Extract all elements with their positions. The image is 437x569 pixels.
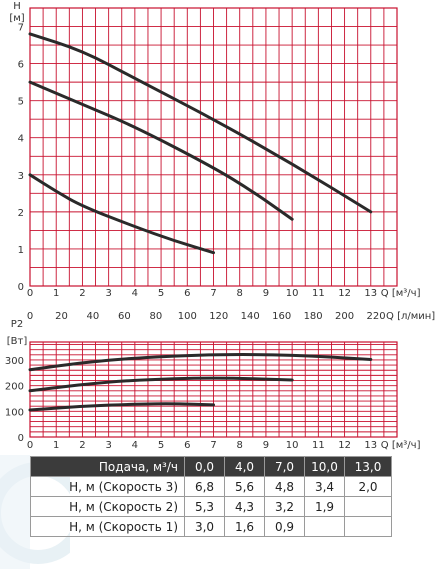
table-cell: Н, м (Скорость 3) bbox=[30, 476, 185, 497]
series-line-3 bbox=[28, 402, 215, 412]
table-cell: 3,2 bbox=[264, 496, 305, 517]
y-tick-label: 4 bbox=[18, 134, 24, 145]
table-cell: 5,3 bbox=[184, 496, 225, 517]
y-axis-label: P2 bbox=[11, 319, 23, 330]
x2-tick-label: 160 bbox=[272, 311, 291, 322]
table-header-row: Подача, м³/ч 0,0 4,0 7,0 10,0 13,0 bbox=[30, 456, 392, 477]
x-tick-label: 10 bbox=[286, 288, 299, 299]
x-tick-label: 6 bbox=[184, 288, 190, 299]
x-tick-label: 2 bbox=[79, 288, 85, 299]
x2-tick-label: 20 bbox=[55, 311, 68, 322]
x-tick-label: 3 bbox=[105, 440, 111, 451]
table-cell: Н, м (Скорость 2) bbox=[30, 496, 185, 517]
table-cell bbox=[344, 496, 392, 517]
x-tick-label: 4 bbox=[132, 288, 138, 299]
x-tick-label: 7 bbox=[210, 440, 216, 451]
x-tick-label: 11 bbox=[312, 440, 325, 451]
table-cell: 3,0 bbox=[184, 516, 225, 537]
x-tick-label: 4 bbox=[132, 440, 138, 451]
plot-frame bbox=[29, 7, 398, 287]
table-cell: Н, м (Скорость 1) bbox=[30, 516, 185, 537]
y-tick-label: 7 bbox=[18, 23, 24, 34]
table-row: Н, м (Скорость 3) 6,8 5,6 4,8 3,4 2,0 bbox=[30, 476, 392, 497]
table-cell bbox=[304, 516, 345, 537]
y-axis-unit: [Вт] bbox=[7, 336, 28, 347]
x-axis-label: Q [м³/ч] bbox=[381, 440, 421, 451]
y-tick-label: 200 bbox=[5, 382, 24, 393]
y-tick-label: 0 bbox=[18, 433, 24, 444]
y-tick-label: 3 bbox=[18, 171, 24, 182]
series-line-1 bbox=[28, 353, 373, 372]
x2-tick-label: 140 bbox=[241, 311, 260, 322]
table-header-cell: Подача, м³/ч bbox=[30, 456, 185, 477]
series-line-2 bbox=[28, 80, 294, 221]
y-tick-label: 100 bbox=[5, 407, 24, 418]
y-axis-label: H bbox=[13, 1, 21, 12]
x-axis-label: Q [м³/ч] bbox=[381, 288, 421, 299]
y-tick-label: 5 bbox=[18, 97, 24, 108]
y-tick-label: 1 bbox=[18, 245, 24, 256]
x-tick-label: 1 bbox=[53, 288, 59, 299]
table-cell: 0,9 bbox=[264, 516, 305, 537]
x2-tick-label: 180 bbox=[304, 311, 323, 322]
table-cell bbox=[344, 516, 392, 537]
x-tick-label: 10 bbox=[286, 440, 299, 451]
x-tick-label: 8 bbox=[237, 440, 243, 451]
y-tick-label: 300 bbox=[5, 356, 24, 367]
table-cell: 4,3 bbox=[224, 496, 265, 517]
performance-table: Подача, м³/ч 0,0 4,0 7,0 10,0 13,0 Н, м … bbox=[30, 456, 392, 537]
x-tick-label: 0 bbox=[27, 440, 33, 451]
x-tick-label: 2 bbox=[79, 440, 85, 451]
table-header-cell: 10,0 bbox=[304, 456, 345, 477]
series-line-3 bbox=[28, 173, 215, 255]
x-tick-label: 5 bbox=[158, 440, 164, 451]
x2-tick-label: 200 bbox=[335, 311, 354, 322]
x-tick-label: 0 bbox=[27, 288, 33, 299]
x2-tick-label: 60 bbox=[118, 311, 131, 322]
x2-tick-label: 0 bbox=[27, 311, 33, 322]
table-row: Н, м (Скорость 2) 5,3 4,3 3,2 1,9 bbox=[30, 496, 392, 517]
y-tick-label: 2 bbox=[18, 208, 24, 219]
x-tick-label: 1 bbox=[53, 440, 59, 451]
x-tick-label: 9 bbox=[263, 288, 269, 299]
x-tick-label: 12 bbox=[338, 440, 351, 451]
x2-tick-label: 120 bbox=[209, 311, 228, 322]
table-header-cell: 4,0 bbox=[224, 456, 265, 477]
x-tick-label: 9 bbox=[263, 440, 269, 451]
x2-tick-label: 220 bbox=[366, 311, 385, 322]
x-tick-label: 5 bbox=[158, 288, 164, 299]
table-cell: 1,9 bbox=[304, 496, 345, 517]
table-row: Н, м (Скорость 1) 3,0 1,6 0,9 bbox=[30, 516, 392, 537]
x-tick-label: 7 bbox=[210, 288, 216, 299]
x2-tick-label: 100 bbox=[178, 311, 197, 322]
x-tick-label: 3 bbox=[105, 288, 111, 299]
table-header-cell: 7,0 bbox=[264, 456, 305, 477]
x2-axis-label: Q [л/мин] bbox=[386, 311, 435, 322]
y-tick-label: 0 bbox=[18, 282, 24, 293]
x-tick-label: 13 bbox=[364, 440, 377, 451]
table-header-cell: 0,0 bbox=[184, 456, 225, 477]
x-tick-label: 12 bbox=[338, 288, 351, 299]
x-tick-label: 13 bbox=[364, 288, 377, 299]
series-line-1 bbox=[28, 32, 373, 214]
table-cell: 2,0 bbox=[344, 476, 392, 497]
table-cell: 5,6 bbox=[224, 476, 265, 497]
x-tick-label: 6 bbox=[184, 440, 190, 451]
series-line-2 bbox=[28, 376, 294, 393]
x2-tick-label: 80 bbox=[149, 311, 162, 322]
table-cell: 1,6 bbox=[224, 516, 265, 537]
x-tick-label: 11 bbox=[312, 288, 325, 299]
table-cell: 3,4 bbox=[304, 476, 345, 497]
x2-tick-label: 40 bbox=[87, 311, 100, 322]
x-tick-label: 8 bbox=[237, 288, 243, 299]
table-header-cell: 13,0 bbox=[344, 456, 392, 477]
table-cell: 6,8 bbox=[184, 476, 225, 497]
y-tick-label: 6 bbox=[18, 60, 24, 71]
y-axis-unit: [м] bbox=[9, 13, 24, 24]
table-cell: 4,8 bbox=[264, 476, 305, 497]
